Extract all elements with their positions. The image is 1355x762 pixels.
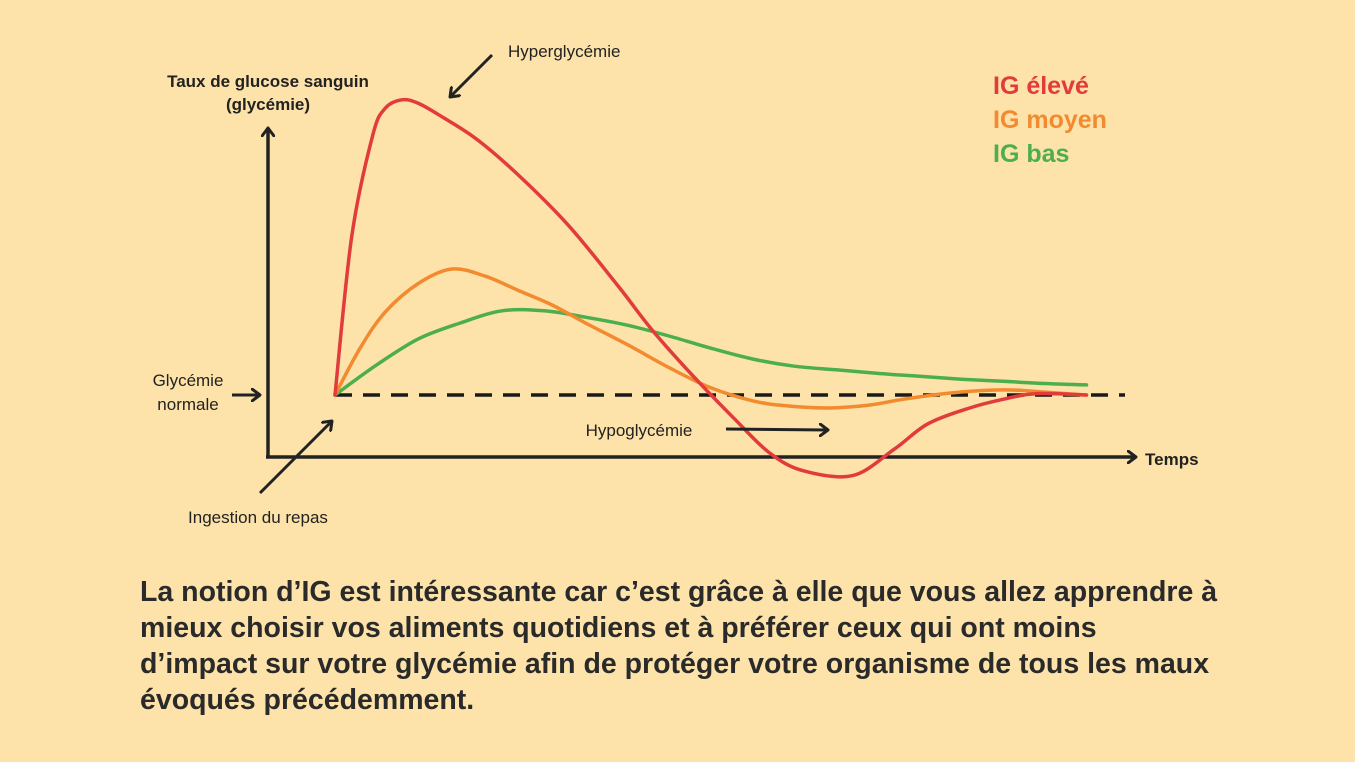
series-line-ig-moyen — [333, 267, 1089, 410]
legend-entry-ig-bas: IG bas — [993, 140, 1069, 168]
annotation-hypoglycemia: Hypoglycémie — [586, 421, 693, 440]
annotation-hypoglycemia-arrow — [725, 429, 828, 430]
baseline-label-line2: normale — [157, 395, 218, 414]
annotation-meal-arrow — [258, 421, 332, 495]
y-axis-label-line1: Taux de glucose sanguin — [167, 72, 369, 91]
annotation-meal: Ingestion du repas — [188, 508, 328, 527]
glycemia-chart: Taux de glucose sanguin (glycémie) Temps… — [153, 42, 1199, 527]
annotation-hyperglycemia-arrow — [450, 53, 494, 97]
caption-text: La notion d’IG est intéressante car c’es… — [140, 576, 1218, 716]
legend-entry-ig-moyen: IG moyen — [993, 106, 1107, 134]
series-line-ig-bas — [333, 307, 1089, 397]
series-line-ig-eleve — [333, 97, 1089, 479]
baseline-label-line1: Glycémie — [153, 371, 224, 390]
x-axis-label: Temps — [1145, 450, 1199, 469]
legend-entry-ig-eleve: IG élevé — [993, 72, 1089, 100]
annotation-hyperglycemia: Hyperglycémie — [508, 42, 620, 61]
chart-legend: IG élevé IG moyen IG bas — [993, 72, 1107, 168]
y-axis-label-line2: (glycémie) — [226, 95, 310, 114]
series-lines — [333, 97, 1089, 479]
